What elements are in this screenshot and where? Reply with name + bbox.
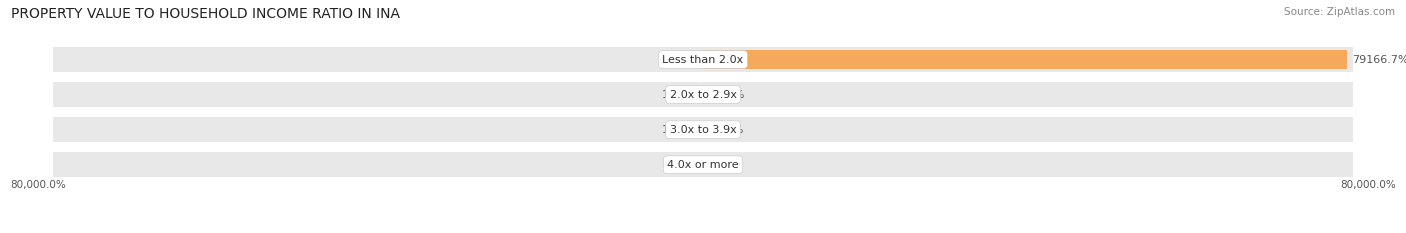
Bar — [52, 117, 703, 142]
Text: 2.0x to 2.9x: 2.0x to 2.9x — [669, 89, 737, 99]
Text: 21.1%: 21.1% — [709, 125, 744, 135]
Bar — [52, 152, 703, 177]
Text: 12.3%: 12.3% — [662, 89, 697, 99]
Text: 28.1%: 28.1% — [662, 160, 697, 170]
Bar — [703, 82, 1354, 107]
Text: 75.6%: 75.6% — [709, 89, 744, 99]
Text: 4.0x or more: 4.0x or more — [668, 160, 738, 170]
Text: Source: ZipAtlas.com: Source: ZipAtlas.com — [1284, 7, 1395, 17]
Text: 45.6%: 45.6% — [662, 55, 697, 65]
Text: Less than 2.0x: Less than 2.0x — [662, 55, 744, 65]
Bar — [703, 47, 1354, 72]
Bar — [52, 47, 703, 72]
Text: 14.0%: 14.0% — [662, 125, 697, 135]
Text: 80,000.0%: 80,000.0% — [10, 180, 66, 190]
Text: PROPERTY VALUE TO HOUSEHOLD INCOME RATIO IN INA: PROPERTY VALUE TO HOUSEHOLD INCOME RATIO… — [11, 7, 401, 21]
Text: 0%: 0% — [709, 160, 725, 170]
Bar — [703, 117, 1354, 142]
Text: 79166.7%: 79166.7% — [1351, 55, 1406, 65]
Text: 3.0x to 3.9x: 3.0x to 3.9x — [669, 125, 737, 135]
Bar — [703, 50, 1347, 69]
Bar — [703, 152, 1354, 177]
Bar — [52, 82, 703, 107]
Text: 80,000.0%: 80,000.0% — [1340, 180, 1396, 190]
